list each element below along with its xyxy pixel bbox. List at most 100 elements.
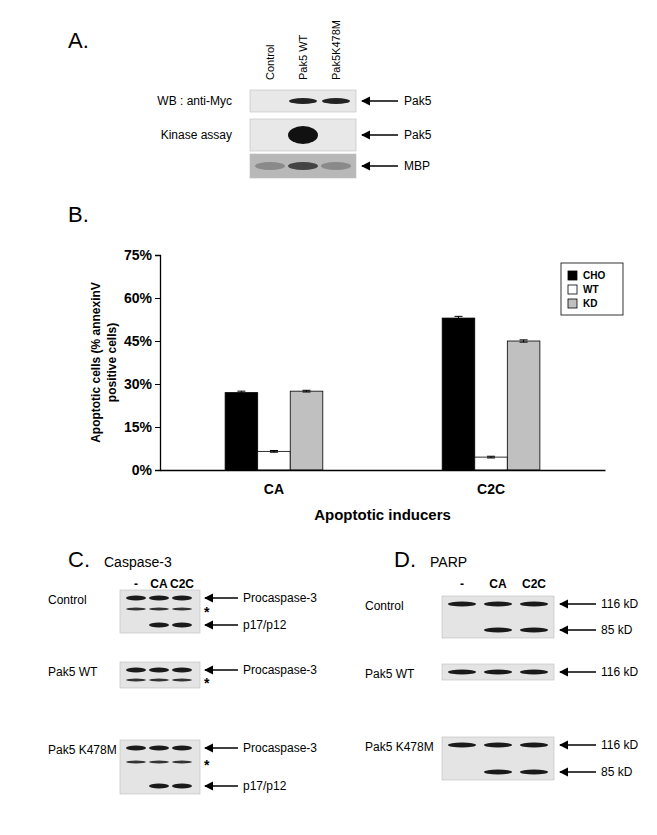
arrow: [362, 100, 398, 101]
error-cap: [520, 339, 528, 340]
band: [289, 98, 317, 104]
y-tick: 45%: [124, 333, 160, 349]
blot: [250, 90, 356, 112]
lane-label: Pak5K478M: [330, 20, 342, 80]
band: [484, 670, 512, 675]
band: [484, 770, 512, 775]
x-axis-title: Apoptotic inducers: [314, 506, 451, 523]
tick-label: 60%: [124, 290, 153, 306]
band: [126, 596, 146, 601]
band: [149, 668, 169, 673]
panel-b: B.0%15%30%45%60%75%CAC2CApoptotic induce…: [68, 202, 623, 523]
legend-swatch: [568, 271, 577, 280]
error-cap: [454, 319, 462, 320]
row-label: Pak5 K478M: [365, 740, 434, 754]
lane-label: CA: [489, 577, 507, 591]
error-bar: [454, 316, 462, 319]
legend-swatch: [568, 285, 577, 294]
band: [172, 746, 192, 751]
band-label: *: [204, 757, 210, 773]
blot: [250, 119, 356, 151]
row-label: Kinase assay: [161, 128, 232, 142]
error-cap: [487, 456, 495, 457]
band: [172, 668, 192, 673]
tick-mark: [155, 427, 160, 428]
tick-label: 30%: [124, 376, 153, 392]
error-cap: [303, 390, 311, 391]
band-label: Procaspase-3: [243, 591, 317, 605]
tick-mark: [155, 298, 160, 299]
bar: [442, 318, 475, 470]
error-cap: [454, 316, 462, 317]
band: [172, 679, 192, 682]
error-bar: [520, 340, 528, 342]
band: [126, 746, 146, 751]
lane-label: CA: [150, 577, 168, 591]
band: [448, 602, 476, 607]
row-label: Control: [365, 599, 404, 613]
error-cap: [270, 450, 278, 451]
band: [172, 596, 192, 601]
tick-mark: [155, 341, 160, 342]
band: [484, 743, 512, 748]
blot: [250, 154, 356, 178]
panel-d: D.PARP-CAC2CControl116 kD85 kDPak5 WT116…: [365, 547, 638, 780]
lane-label: -: [460, 577, 464, 591]
band: [520, 602, 548, 607]
blot: [442, 737, 554, 780]
band-label: Pak5: [404, 94, 432, 108]
legend-box: [561, 263, 623, 315]
tick-label: CA: [264, 481, 284, 497]
blot: [120, 662, 200, 688]
bar: [258, 451, 291, 470]
error-bar: [237, 391, 245, 394]
lane-label: C2C: [522, 577, 546, 591]
panel-label: C.: [68, 547, 90, 572]
band: [255, 162, 285, 170]
error-bar: [303, 390, 311, 392]
y-tick: 60%: [124, 290, 160, 306]
band: [149, 679, 169, 682]
panel-label: B.: [68, 202, 89, 227]
y-tick: 15%: [124, 419, 160, 435]
legend-label: CHO: [583, 270, 605, 281]
band-label: *: [204, 675, 210, 691]
arrow: [205, 785, 238, 786]
band: [172, 623, 192, 628]
band: [126, 668, 146, 673]
band: [149, 761, 169, 764]
arrow: [560, 629, 596, 630]
arrow: [205, 624, 238, 625]
tick-label: C2C: [477, 481, 505, 497]
arrow: [205, 747, 238, 748]
lane-label: Control: [264, 45, 276, 80]
band: [520, 770, 548, 775]
blot: [120, 590, 200, 633]
bar: [507, 341, 540, 470]
band-label: Procaspase-3: [243, 741, 317, 755]
band: [149, 784, 169, 789]
bar: [475, 457, 508, 470]
band: [520, 670, 548, 675]
band: [149, 746, 169, 751]
error-cap: [303, 392, 311, 393]
legend-swatch: [568, 299, 577, 308]
row-label: Control: [48, 593, 87, 607]
blot: [442, 664, 554, 680]
blot: [442, 596, 554, 638]
y-axis-line: [155, 256, 161, 471]
band-label: Pak5: [404, 128, 432, 142]
band-label: 85 kD: [601, 765, 633, 779]
legend-label: KD: [583, 298, 597, 309]
row-label: Pak5 WT: [365, 667, 415, 681]
tick-label: 0%: [132, 462, 153, 478]
arrow: [560, 671, 596, 672]
arrow: [362, 134, 398, 135]
band: [484, 602, 512, 607]
band: [288, 126, 318, 144]
bar: [290, 391, 323, 470]
plot-area: [225, 316, 540, 470]
tick-label: 15%: [124, 419, 153, 435]
band: [126, 679, 146, 682]
band: [520, 628, 548, 633]
